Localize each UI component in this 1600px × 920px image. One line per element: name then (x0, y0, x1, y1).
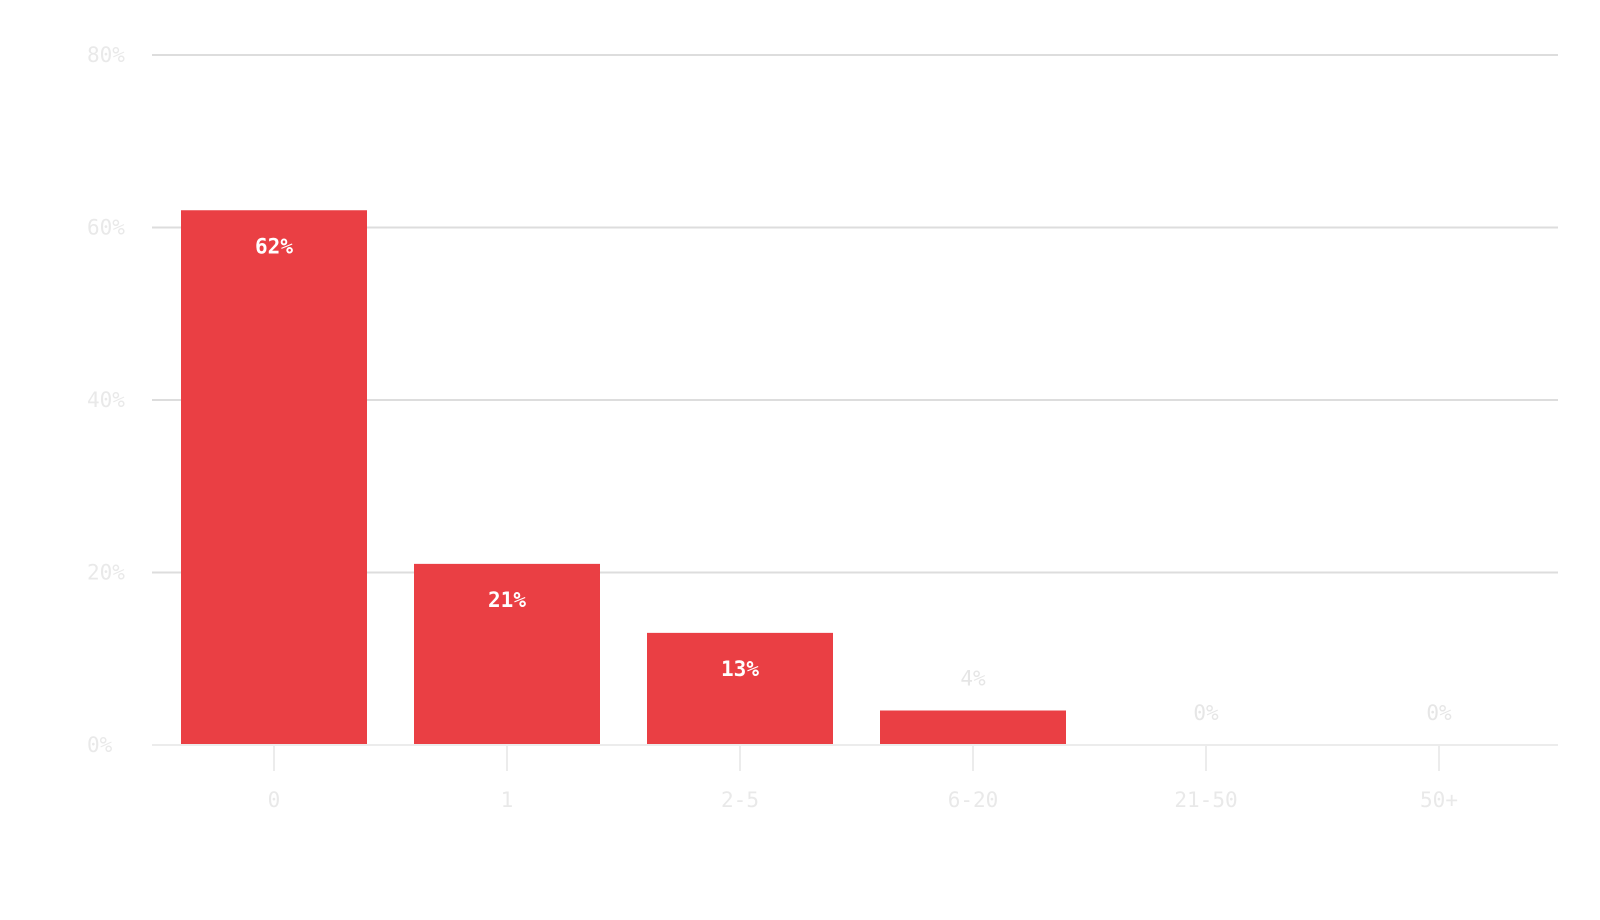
data-label: 0% (1193, 701, 1219, 725)
bar-2-5 (647, 632, 833, 745)
y-tick-label: 0% (87, 733, 113, 757)
data-label: 62% (255, 234, 293, 258)
y-tick-label: 80% (87, 43, 125, 67)
y-tick-label: 20% (87, 561, 125, 585)
data-label: 21% (488, 588, 526, 612)
x-tick-label: 1 (501, 788, 514, 812)
x-tick-label: 21-50 (1174, 788, 1237, 812)
bar-1 (414, 563, 600, 745)
x-tick-label: 0 (268, 788, 281, 812)
data-label: 13% (721, 657, 759, 681)
data-label: 4% (960, 667, 986, 691)
x-axis (152, 744, 1558, 771)
x-axis-tick-labels: 0 1 2-5 6-20 21-50 50+ (268, 788, 1458, 812)
bars (181, 210, 1066, 745)
bar-0 (181, 210, 367, 745)
y-tick-label: 40% (87, 388, 125, 412)
data-labels: 62% 21% 13% 4% 0% 0% (255, 234, 1452, 725)
grid-lines (152, 54, 1558, 574)
x-tick-label: 6-20 (948, 788, 999, 812)
y-tick-label: 60% (87, 216, 125, 240)
x-tick-label: 50+ (1420, 788, 1458, 812)
bar-6-20 (880, 710, 1066, 745)
y-axis-tick-labels: 0% 20% 40% 60% 80% (87, 43, 125, 757)
data-label: 0% (1426, 701, 1452, 725)
x-tick-label: 2-5 (721, 788, 759, 812)
